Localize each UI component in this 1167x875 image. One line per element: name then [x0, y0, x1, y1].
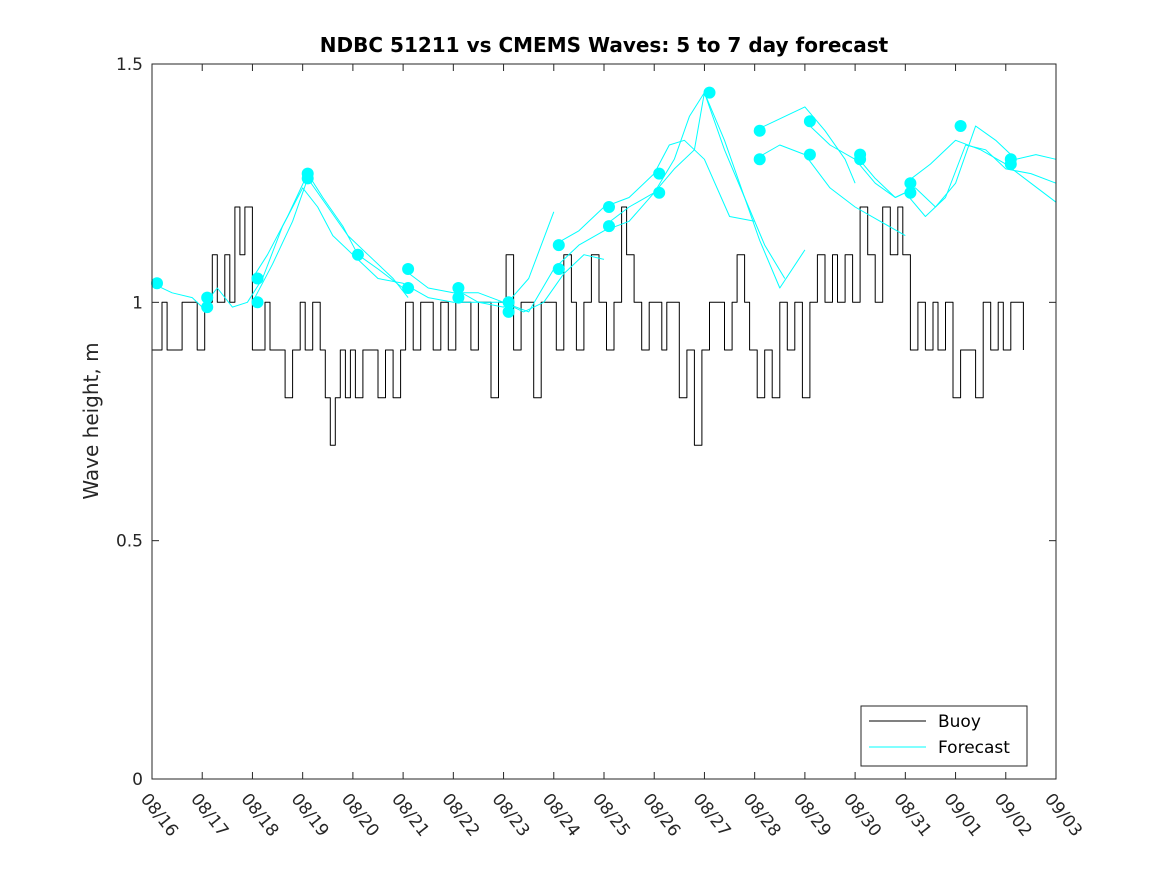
- forecast-point-marker: [653, 186, 666, 199]
- buoy-series-line: [152, 206, 1024, 446]
- forecast-point-marker: [402, 282, 415, 294]
- forecast-point-marker: [151, 277, 163, 290]
- y-tick-label: 1: [132, 293, 143, 313]
- forecast-point-marker: [251, 296, 264, 309]
- forecast-point-marker: [703, 86, 716, 99]
- forecast-point-marker: [201, 301, 214, 314]
- forecast-point-marker: [803, 148, 816, 161]
- forecast-series-line-3: [251, 177, 409, 303]
- forecast-point-marker: [201, 291, 214, 304]
- forecast-point-marker: [552, 239, 565, 252]
- forecast-point-marker: [753, 124, 766, 137]
- forecast-point-marker: [502, 296, 515, 309]
- y-tick-label: 1.5: [116, 55, 143, 75]
- forecast-series-line-5: [402, 254, 605, 313]
- y-tick-label: 0.5: [116, 532, 143, 552]
- forecast-point-marker: [904, 177, 917, 190]
- forecast-point-marker: [452, 291, 465, 304]
- forecast-point-marker: [954, 120, 967, 132]
- legend-forecast-label: Forecast: [938, 738, 1010, 758]
- forecast-point-marker: [603, 220, 615, 233]
- forecast-series-line-2: [251, 173, 404, 289]
- forecast-series-line-11: [754, 144, 906, 237]
- marker-layer: [151, 86, 1017, 318]
- forecast-point-marker: [1004, 158, 1017, 171]
- y-tick-label: 0: [132, 770, 143, 790]
- chart-title: NDBC 51211 vs CMEMS Waves: 5 to 7 day fo…: [320, 33, 889, 57]
- forecast-series-line-1: [151, 187, 354, 308]
- forecast-point-marker: [402, 263, 415, 275]
- forecast-point-marker: [552, 263, 565, 275]
- forecast-point-marker: [603, 201, 615, 213]
- legend-box: [860, 705, 1028, 767]
- forecast-point-marker: [251, 272, 264, 285]
- forecast-series-line-8: [603, 92, 786, 279]
- forecast-series-line-14: [904, 139, 1057, 203]
- forecast-point-marker: [753, 153, 766, 166]
- legend-buoy-label: Buoy: [938, 712, 981, 732]
- forecast-point-marker: [502, 305, 515, 318]
- forecast-point-marker: [854, 153, 867, 166]
- y-axis-ticks: 0 0.5 1 1.5: [116, 55, 1056, 790]
- forecast-series-line-4: [352, 211, 555, 308]
- forecast-point-marker: [653, 167, 666, 180]
- forecast-series-line-10: [754, 106, 856, 184]
- forecast-point-marker: [803, 115, 816, 128]
- legend: Buoy Forecast: [860, 705, 1028, 767]
- forecast-point-marker: [351, 248, 364, 261]
- y-axis-label: Wave height, m: [79, 342, 103, 499]
- forecast-point-marker: [301, 172, 314, 185]
- forecast-series-line-9: [653, 92, 806, 289]
- forecast-point-marker: [452, 282, 465, 294]
- forecast-series-line-7: [553, 139, 755, 246]
- forecast-point-marker: [904, 186, 917, 199]
